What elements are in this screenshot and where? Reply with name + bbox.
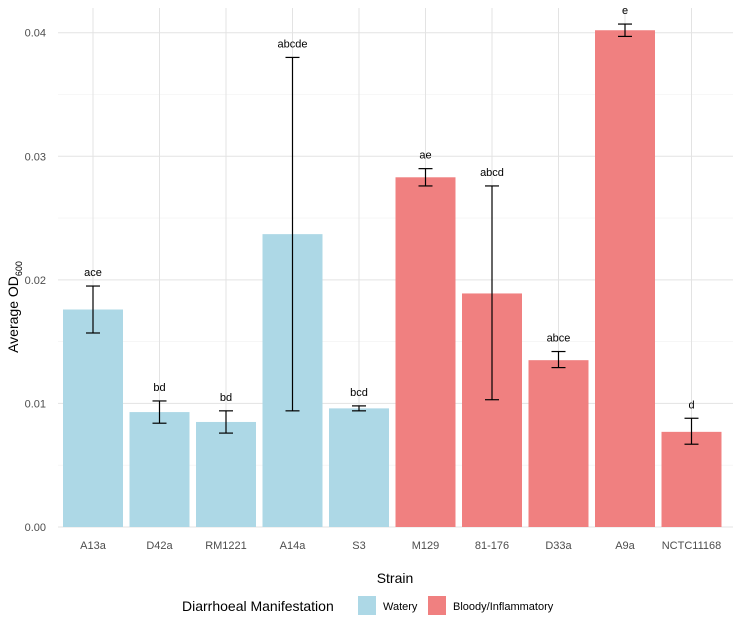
legend-swatch-watery (358, 596, 376, 615)
x-tick-label-M129: M129 (412, 540, 440, 552)
significance-label-81-176: abcd (480, 167, 504, 179)
significance-label-D33a: abce (547, 333, 571, 345)
y-axis-title-subscript: 600 (14, 261, 24, 276)
bar-A9a (595, 30, 655, 527)
y-axis-title: Average OD600 (5, 261, 24, 353)
x-tick-label-A14a: A14a (280, 540, 307, 552)
bars-layer (63, 30, 722, 528)
significance-label-D42a: bd (153, 382, 165, 394)
x-tick-label-A13a: A13a (80, 540, 107, 552)
error-bar-A13a (86, 285, 100, 334)
error-bar-RM1221 (219, 410, 233, 434)
bar-D42a (129, 412, 190, 527)
error-bar-A14a (285, 56, 300, 412)
significance-label-NCTC11168: d (688, 399, 694, 411)
x-tick-label-81-176: 81-176 (475, 540, 509, 552)
significance-label-S3: bcd (350, 387, 368, 399)
error-bar-NCTC11168 (684, 417, 699, 445)
y-axis-ticks: 0.00 0.01 0.02 0.03 0.04 (25, 28, 46, 534)
y-tick-label: 0.01 (25, 398, 46, 410)
significance-label-M129: ae (419, 150, 431, 162)
x-tick-label-S3: S3 (352, 540, 365, 552)
x-tick-label-A9a: A9a (615, 540, 635, 552)
y-tick-label: 0.00 (25, 522, 46, 534)
significance-labels-layer: ace bd bd abcde bcd ae abcd abce e d (84, 5, 694, 411)
x-axis-ticks: A13a D42a RM1221 A14a S3 M129 81-176 D33a A9a NCT… (80, 540, 721, 552)
bar-RM1221 (196, 421, 256, 527)
legend-title: Diarrhoeal Manifestation (182, 598, 334, 614)
error-bar-D33a (551, 350, 566, 369)
bar-S3 (329, 408, 389, 527)
legend-label-watery: Watery (383, 601, 418, 613)
error-bar-M129 (418, 168, 433, 187)
x-tick-label-NCTC11168: NCTC11168 (662, 540, 722, 552)
significance-label-A13a: ace (84, 267, 102, 279)
error-bar-S3 (352, 405, 366, 412)
bar-M129 (395, 177, 456, 528)
legend: Diarrhoeal Manifestation Watery Bloody/I… (182, 596, 554, 615)
legend-label-bloody: Bloody/Inflammatory (453, 601, 554, 613)
x-axis-title: Strain (377, 570, 414, 586)
y-axis-title-group: Average OD600 (5, 261, 24, 353)
legend-swatch-bloody (428, 596, 446, 615)
error-bar-81-176 (485, 185, 499, 401)
x-tick-label-D33a: D33a (545, 540, 572, 552)
x-tick-label-RM1221: RM1221 (205, 540, 247, 552)
bar-NCTC11168 (661, 431, 722, 527)
error-bars-layer (86, 23, 699, 445)
error-bar-A9a (618, 23, 632, 38)
bar-D33a (528, 360, 589, 527)
error-bar-D42a (152, 400, 167, 424)
y-tick-label: 0.02 (25, 275, 46, 287)
bar-A13a (63, 309, 123, 527)
y-tick-label: 0.03 (25, 151, 46, 163)
y-axis-title-main: Average OD (5, 276, 21, 353)
x-tick-label-D42a: D42a (146, 540, 173, 552)
significance-label-A14a: abcde (278, 38, 308, 50)
y-tick-label: 0.04 (25, 28, 46, 40)
significance-label-RM1221: bd (220, 392, 232, 404)
significance-label-A9a: e (622, 5, 628, 17)
